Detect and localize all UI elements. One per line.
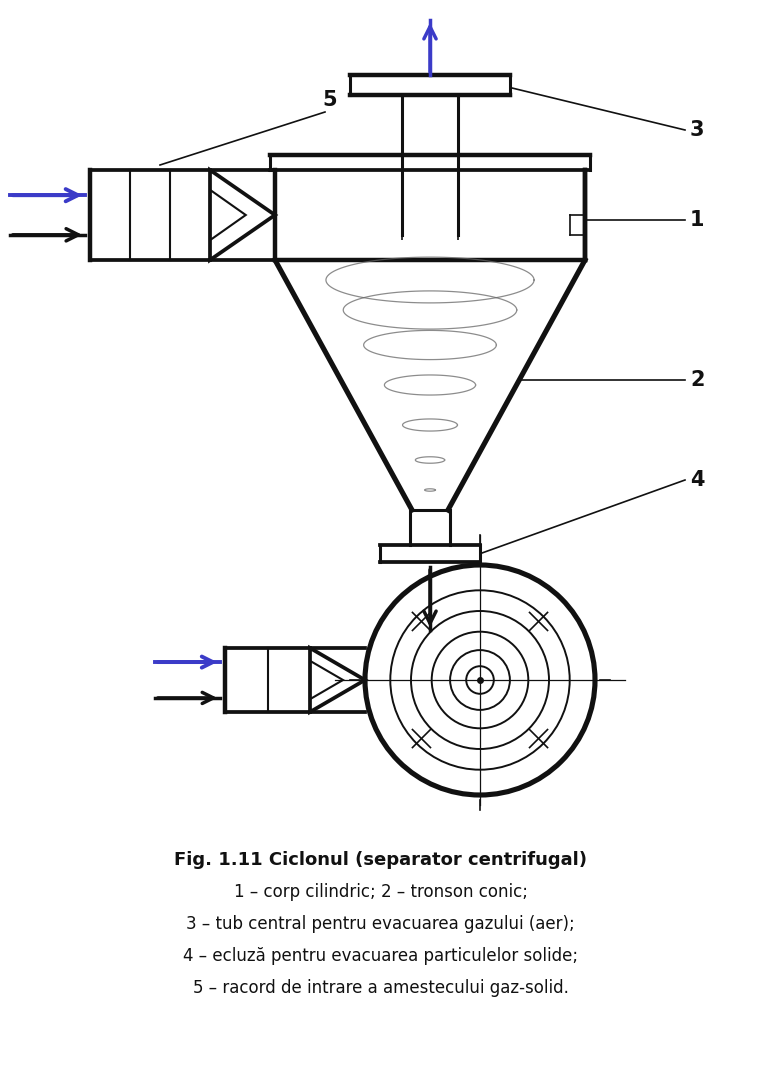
Text: 4: 4 [690, 470, 705, 490]
Text: 5: 5 [323, 90, 337, 109]
Text: 1: 1 [690, 210, 705, 230]
Text: 5 – racord de intrare a amestecului gaz-solid.: 5 – racord de intrare a amestecului gaz-… [193, 979, 568, 997]
Text: Fig. 1.11 Ciclonul (separator centrifugal): Fig. 1.11 Ciclonul (separator centrifuga… [174, 851, 587, 869]
Text: 2: 2 [690, 370, 705, 390]
Text: 4 – ecluză pentru evacuarea particulelor solide;: 4 – ecluză pentru evacuarea particulelor… [183, 947, 578, 965]
Text: 1 – corp cilindric; 2 – tronson conic;: 1 – corp cilindric; 2 – tronson conic; [234, 883, 527, 901]
Text: 3: 3 [690, 120, 705, 140]
Text: 3 – tub central pentru evacuarea gazului (aer);: 3 – tub central pentru evacuarea gazului… [186, 915, 575, 933]
